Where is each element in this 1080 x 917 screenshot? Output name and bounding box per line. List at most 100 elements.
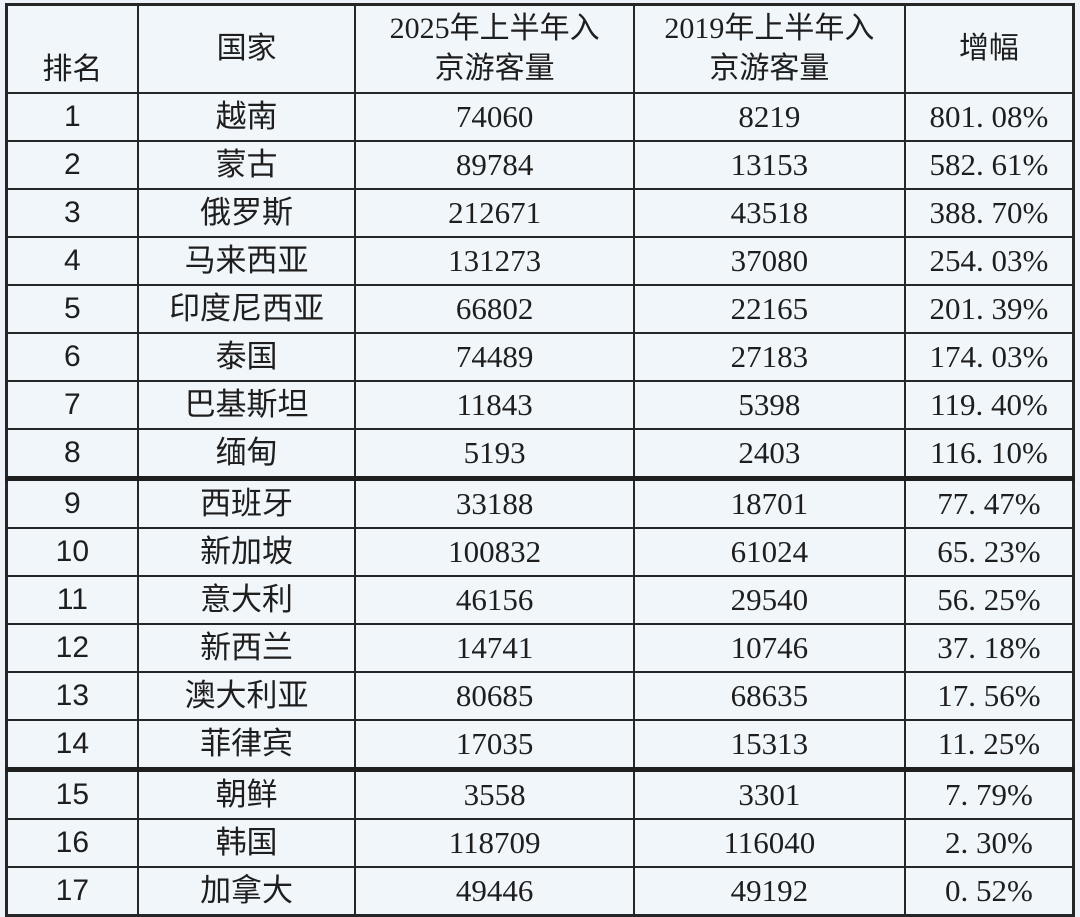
volume-2019-cell: 13153 xyxy=(632,139,906,190)
volume-2019-cell: 8219 xyxy=(632,91,906,142)
growth-cell: 65. 23% xyxy=(903,526,1075,577)
growth-cell: 37. 18% xyxy=(903,622,1075,673)
growth-cell: 388. 70% xyxy=(903,187,1075,238)
country-cell: 菲律宾 xyxy=(136,718,357,772)
rank-cell: 1 xyxy=(5,91,139,142)
volume-2025-cell: 80685 xyxy=(354,670,635,721)
rank-cell: 4 xyxy=(5,235,139,286)
rank-cell: 15 xyxy=(5,768,139,820)
volume-2019-cell: 10746 xyxy=(632,622,906,673)
volume-2019-cell: 27183 xyxy=(632,331,906,382)
rank-cell: 11 xyxy=(5,574,139,625)
rank-cell: 5 xyxy=(5,283,139,334)
rank-cell: 16 xyxy=(5,817,139,868)
volume-2019-cell: 116040 xyxy=(632,817,906,868)
table-row: 2 蒙古 89784 13153 582. 61% xyxy=(5,139,1075,190)
volume-2025-cell: 66802 xyxy=(354,283,635,334)
column-header-rank: 排名 xyxy=(5,3,139,94)
growth-cell: 7. 79% xyxy=(903,768,1075,820)
table-row: 16 韩国 118709 116040 2. 30% xyxy=(5,817,1075,868)
volume-2019-cell: 61024 xyxy=(632,526,906,577)
rank-cell: 7 xyxy=(5,379,139,430)
country-cell: 蒙古 xyxy=(136,139,357,190)
country-cell: 韩国 xyxy=(136,817,357,868)
country-cell: 新加坡 xyxy=(136,526,357,577)
volume-2019-cell: 18701 xyxy=(632,477,906,529)
table-row: 9 西班牙 33188 18701 77. 47% xyxy=(5,477,1075,529)
country-cell: 缅甸 xyxy=(136,427,357,481)
volume-2025-cell: 14741 xyxy=(354,622,635,673)
table-body: 1 越南 74060 8219 801. 08% 2 蒙古 89784 13153 582. 61… xyxy=(5,91,1075,916)
growth-cell: 174. 03% xyxy=(903,331,1075,382)
table-row: 6 泰国 74489 27183 174. 03% xyxy=(5,331,1075,382)
country-cell: 澳大利亚 xyxy=(136,670,357,721)
table-row: 10 新加坡 100832 61024 65. 23% xyxy=(5,526,1075,577)
growth-cell: 11. 25% xyxy=(903,718,1075,772)
table-row: 14 菲律宾 17035 15313 11. 25% xyxy=(5,718,1075,772)
volume-2025-cell: 212671 xyxy=(354,187,635,238)
table-header: 排名 国家 2025年上半年入 京游客量 2019年上半年入 京游客量 增幅 xyxy=(5,3,1075,94)
rank-cell: 6 xyxy=(5,331,139,382)
volume-2019-cell: 29540 xyxy=(632,574,906,625)
rank-cell: 9 xyxy=(5,477,139,529)
growth-cell: 116. 10% xyxy=(903,427,1075,481)
growth-cell: 201. 39% xyxy=(903,283,1075,334)
volume-2025-cell: 17035 xyxy=(354,718,635,772)
column-header-2019-volume: 2019年上半年入 京游客量 xyxy=(632,3,906,94)
volume-2025-cell: 74060 xyxy=(354,91,635,142)
volume-2019-cell: 15313 xyxy=(632,718,906,772)
country-cell: 印度尼西亚 xyxy=(136,283,357,334)
volume-2025-cell: 11843 xyxy=(354,379,635,430)
growth-cell: 56. 25% xyxy=(903,574,1075,625)
volume-2019-cell: 3301 xyxy=(632,768,906,820)
column-header-growth: 增幅 xyxy=(903,3,1075,94)
volume-2025-cell: 89784 xyxy=(354,139,635,190)
volume-2025-cell: 49446 xyxy=(354,865,635,916)
table-row: 11 意大利 46156 29540 56. 25% xyxy=(5,574,1075,625)
volume-2019-cell: 22165 xyxy=(632,283,906,334)
country-cell: 新西兰 xyxy=(136,622,357,673)
table-row: 1 越南 74060 8219 801. 08% xyxy=(5,91,1075,142)
table-row: 8 缅甸 5193 2403 116. 10% xyxy=(5,427,1075,481)
country-cell: 加拿大 xyxy=(136,865,357,916)
table-row: 12 新西兰 14741 10746 37. 18% xyxy=(5,622,1075,673)
header-row: 排名 国家 2025年上半年入 京游客量 2019年上半年入 京游客量 增幅 xyxy=(5,3,1075,94)
table-row: 15 朝鲜 3558 3301 7. 79% xyxy=(5,768,1075,820)
beijing-inbound-tourists-table: 排名 国家 2025年上半年入 京游客量 2019年上半年入 京游客量 增幅 1… xyxy=(5,3,1075,917)
country-cell: 巴基斯坦 xyxy=(136,379,357,430)
rank-cell: 3 xyxy=(5,187,139,238)
volume-2019-cell: 49192 xyxy=(632,865,906,916)
volume-2019-cell: 37080 xyxy=(632,235,906,286)
country-cell: 马来西亚 xyxy=(136,235,357,286)
growth-cell: 119. 40% xyxy=(903,379,1075,430)
country-cell: 越南 xyxy=(136,91,357,142)
rank-cell: 10 xyxy=(5,526,139,577)
volume-2025-cell: 5193 xyxy=(354,427,635,481)
table-row: 13 澳大利亚 80685 68635 17. 56% xyxy=(5,670,1075,721)
volume-2019-cell: 43518 xyxy=(632,187,906,238)
rank-cell: 14 xyxy=(5,718,139,772)
volume-2025-cell: 46156 xyxy=(354,574,635,625)
country-cell: 俄罗斯 xyxy=(136,187,357,238)
volume-2025-cell: 74489 xyxy=(354,331,635,382)
column-header-2025-volume: 2025年上半年入 京游客量 xyxy=(354,3,635,94)
volume-2025-cell: 100832 xyxy=(354,526,635,577)
volume-2025-cell: 131273 xyxy=(354,235,635,286)
volume-2025-cell: 33188 xyxy=(354,477,635,529)
volume-2019-cell: 68635 xyxy=(632,670,906,721)
rank-cell: 13 xyxy=(5,670,139,721)
rank-cell: 2 xyxy=(5,139,139,190)
volume-2025-cell: 3558 xyxy=(354,768,635,820)
column-header-country: 国家 xyxy=(136,3,357,94)
growth-cell: 17. 56% xyxy=(903,670,1075,721)
country-cell: 意大利 xyxy=(136,574,357,625)
table-row: 17 加拿大 49446 49192 0. 52% xyxy=(5,865,1075,916)
growth-cell: 0. 52% xyxy=(903,865,1075,916)
rank-cell: 17 xyxy=(5,865,139,916)
volume-2019-cell: 5398 xyxy=(632,379,906,430)
table-row: 5 印度尼西亚 66802 22165 201. 39% xyxy=(5,283,1075,334)
table-row: 4 马来西亚 131273 37080 254. 03% xyxy=(5,235,1075,286)
volume-2025-cell: 118709 xyxy=(354,817,635,868)
table-row: 3 俄罗斯 212671 43518 388. 70% xyxy=(5,187,1075,238)
growth-cell: 254. 03% xyxy=(903,235,1075,286)
